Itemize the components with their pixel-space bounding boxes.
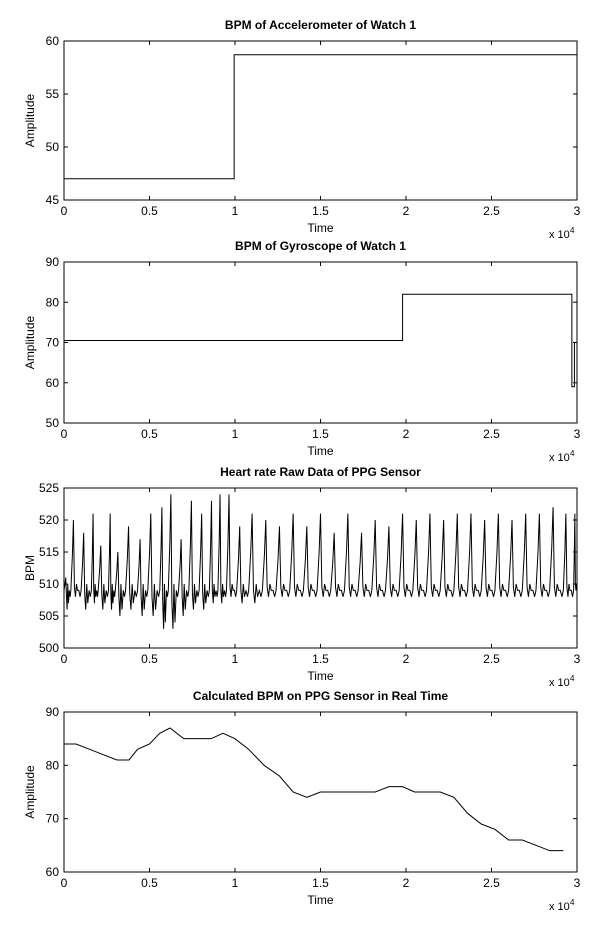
x-tick-label: 3 [574, 427, 581, 441]
x-tick-label: 0.5 [141, 204, 158, 218]
axes-box [63, 40, 578, 201]
x-tick-label: 1 [232, 427, 239, 441]
x-axis-label: Time [307, 893, 334, 907]
x-tick-label: 1.5 [312, 876, 329, 890]
y-axis-label: Amplitude [23, 765, 37, 819]
x-tick-label: 2 [403, 876, 410, 890]
series-line-1 [64, 293, 577, 388]
y-tick-label: 90 [46, 255, 60, 269]
chart-title: Heart rate Raw Data of PPG Sensor [220, 465, 421, 479]
y-tick-label: 80 [46, 758, 60, 772]
x-tick-label: 3 [574, 652, 581, 666]
subplot-4: Calculated BPM on PPG Sensor in Real Tim… [23, 689, 581, 913]
y-tick-label: 510 [39, 577, 59, 591]
x-axis-label: Time [307, 444, 334, 458]
subplot-2: BPM of Gyroscope of Watch 1 0 0.5 1 1.5 2 2.5 3… [23, 239, 581, 464]
chart-title: Calculated BPM on PPG Sensor in Real Tim… [193, 689, 449, 703]
y-tick-label: 60 [46, 865, 60, 879]
subplot-1: BPM of Accelerometer of Watch 1 0 0.5 1 1.5 2… [23, 18, 581, 241]
x-exponent-power: 4 [570, 674, 575, 683]
x-tick-label: 2 [403, 204, 410, 218]
x-tick-label: 0 [61, 652, 68, 666]
x-exponent-power: 4 [570, 449, 575, 458]
x-tick-label: 1.5 [312, 652, 329, 666]
x-tick-label: 3 [574, 876, 581, 890]
y-axis-label: Amplitude [23, 316, 37, 370]
y-tick-label: 500 [39, 641, 59, 655]
y-tick-label: 90 [46, 705, 60, 719]
axes-box [63, 261, 578, 424]
x-tick-label: 0.5 [141, 427, 158, 441]
y-tick-label: 70 [46, 812, 60, 826]
y-tick-label: 520 [39, 513, 59, 527]
y-tick-label: 80 [46, 295, 60, 309]
x-tick-label: 2 [403, 427, 410, 441]
x-tick-label: 0.5 [141, 876, 158, 890]
x-exponent-label: x 10 [549, 452, 570, 464]
x-exponent-power: 4 [570, 898, 575, 907]
x-tick-label: 3 [574, 204, 581, 218]
x-tick-label: 1.5 [312, 427, 329, 441]
y-tick-label: 70 [46, 336, 60, 350]
y-axis-label: BPM [23, 555, 37, 581]
y-tick-label: 525 [39, 481, 59, 495]
x-tick-label: 2 [403, 652, 410, 666]
x-exponent-power: 4 [570, 226, 575, 235]
x-exponent-label: x 10 [549, 677, 570, 689]
chart-title: BPM of Accelerometer of Watch 1 [225, 18, 416, 32]
x-axis-label: Time [307, 669, 334, 683]
x-tick-label: 1 [232, 876, 239, 890]
y-tick-label: 60 [46, 34, 60, 48]
chart-title: BPM of Gyroscope of Watch 1 [235, 239, 406, 253]
x-tick-label: 2.5 [483, 652, 500, 666]
y-tick-label: 55 [46, 87, 60, 101]
x-tick-label: 2.5 [483, 427, 500, 441]
y-tick-label: 505 [39, 609, 59, 623]
subplot-3: Heart rate Raw Data of PPG Sensor 0 0.5 1 1.… [23, 465, 581, 689]
y-tick-label: 50 [46, 140, 60, 154]
x-tick-label: 1.5 [312, 204, 329, 218]
y-tick-label: 515 [39, 545, 59, 559]
x-tick-label: 2.5 [483, 204, 500, 218]
series-line-1 [64, 54, 577, 180]
x-tick-label: 0.5 [141, 652, 158, 666]
y-axis-label: Amplitude [23, 94, 37, 148]
y-tick-label: 45 [46, 193, 60, 207]
x-tick-label: 0 [61, 427, 68, 441]
x-tick-label: 0 [61, 204, 68, 218]
x-exponent-label: x 10 [549, 229, 570, 241]
x-tick-label: 2.5 [483, 876, 500, 890]
x-exponent-label: x 10 [549, 901, 570, 913]
x-tick-label: 0 [61, 876, 68, 890]
x-tick-label: 1 [232, 652, 239, 666]
x-tick-label: 1 [232, 204, 239, 218]
series-line-1 [64, 727, 564, 852]
y-tick-label: 60 [46, 376, 60, 390]
x-axis-label: Time [307, 221, 334, 235]
series-line-1 [63, 494, 577, 629]
y-tick-label: 50 [46, 416, 60, 430]
